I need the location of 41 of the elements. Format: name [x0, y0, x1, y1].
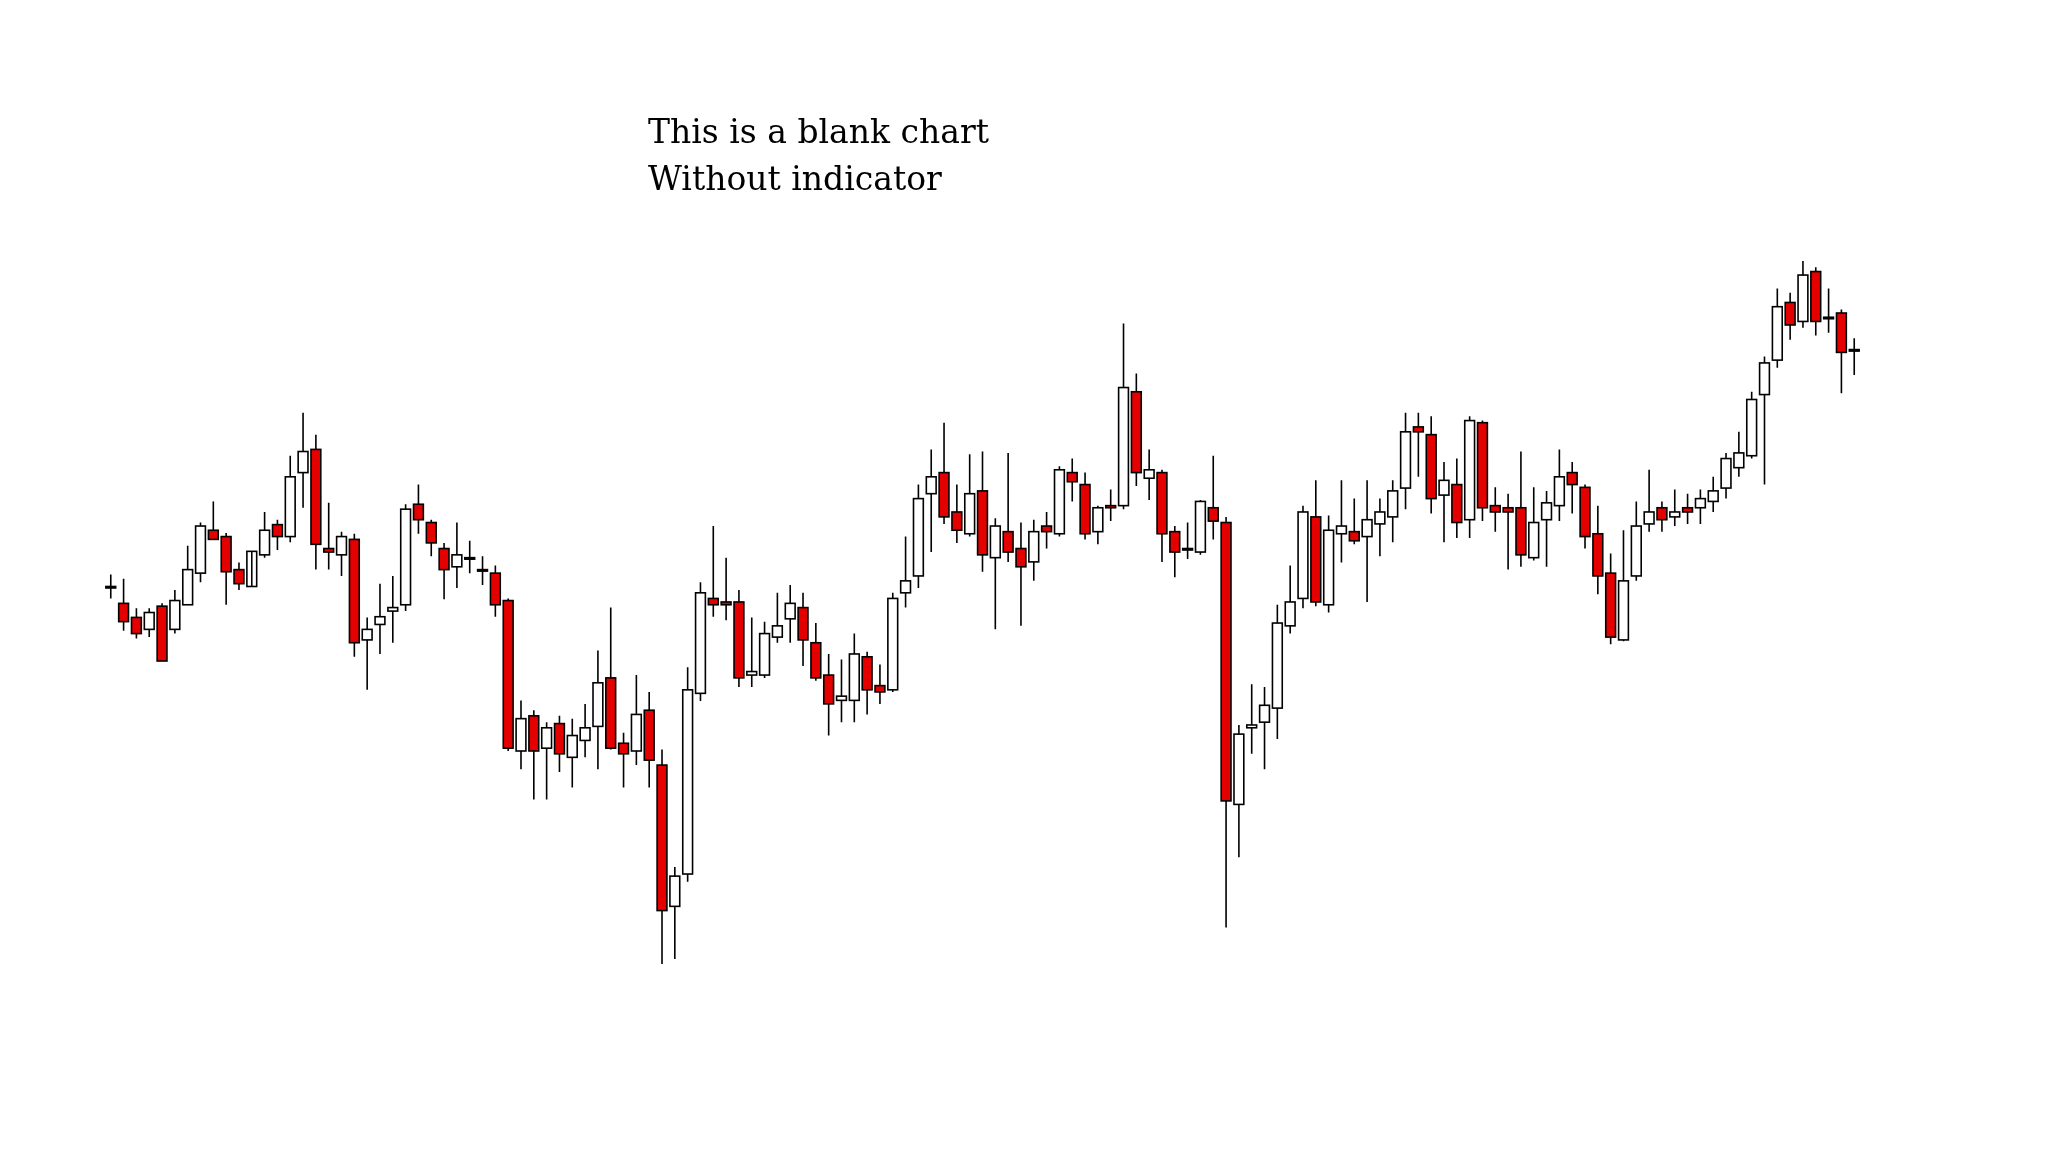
candlestick [617, 731, 630, 789]
candlestick [1822, 287, 1835, 334]
candlestick [1835, 308, 1848, 394]
candlestick [912, 483, 925, 589]
candlestick [258, 511, 271, 559]
candlestick [553, 715, 566, 773]
candlestick [1335, 479, 1348, 564]
candlestick [1681, 492, 1694, 525]
candlestick [425, 518, 437, 558]
candlestick [374, 582, 386, 655]
candlestick [1117, 322, 1130, 510]
candlestick [1707, 476, 1719, 513]
chart-title: This is a blank chart Without indicator [648, 112, 989, 198]
candlestick [1617, 529, 1630, 641]
candlestick [835, 658, 848, 723]
candlestick [271, 518, 284, 551]
candlestick [1630, 500, 1642, 582]
candlestick [105, 573, 117, 600]
candlestick [412, 483, 425, 535]
candlestick [323, 502, 335, 571]
candlestick [1246, 683, 1258, 755]
candlestick [1066, 457, 1078, 503]
candlestick [335, 530, 348, 577]
candlestick [1399, 412, 1412, 510]
candlestick [1758, 355, 1771, 486]
candlestick [387, 575, 399, 644]
candlestick [117, 577, 130, 632]
candlestick [284, 454, 296, 543]
candlestick [976, 450, 989, 573]
candlestick [694, 581, 707, 702]
candlestick [1412, 412, 1425, 478]
candlestick [1258, 686, 1271, 771]
candlestick [899, 535, 912, 609]
candlestick [1694, 488, 1707, 525]
candlestick [681, 666, 694, 883]
candlestick [1207, 454, 1219, 541]
candlestick [1181, 521, 1194, 560]
candlestick [1540, 490, 1553, 568]
candlestick [1040, 511, 1053, 550]
candlestick [771, 592, 784, 644]
candlestick [476, 555, 489, 586]
